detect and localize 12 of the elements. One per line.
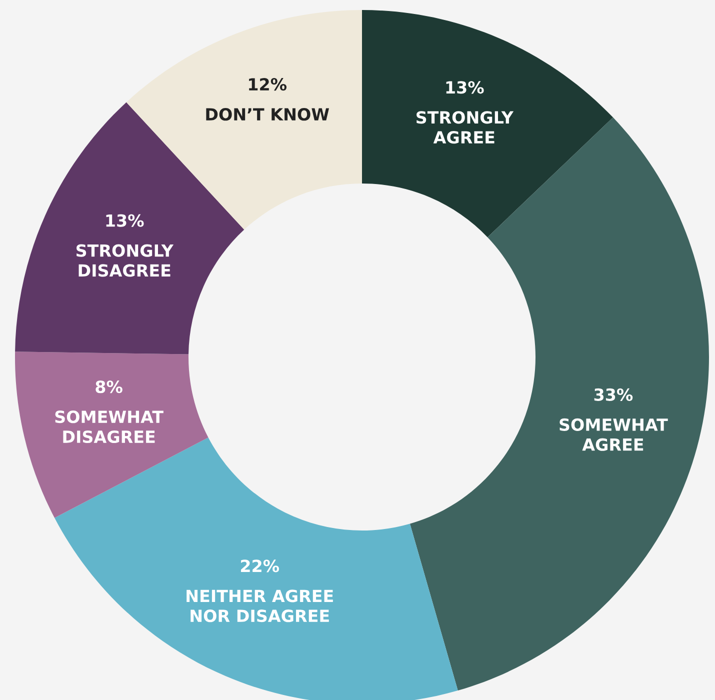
slice-label: NEITHER AGREE NOR DISAGREE — [186, 590, 333, 622]
data-label: 13% — [106, 214, 144, 227]
data-label: 33% — [594, 388, 633, 401]
data-label: 12% — [249, 78, 287, 91]
slice-label: DON’T KNOW — [206, 108, 330, 121]
slice-label: SOMEWHAT DISAGREE — [55, 410, 164, 444]
slice-label: STRONGLY DISAGREE — [76, 244, 174, 277]
slice-label: STRONGLY AGREE — [416, 111, 514, 144]
slice-label: SOMEWHAT AGREE — [560, 418, 668, 451]
data-label: 8% — [96, 380, 122, 394]
data-label: 22% — [240, 560, 280, 572]
data-label: 13% — [446, 81, 484, 94]
